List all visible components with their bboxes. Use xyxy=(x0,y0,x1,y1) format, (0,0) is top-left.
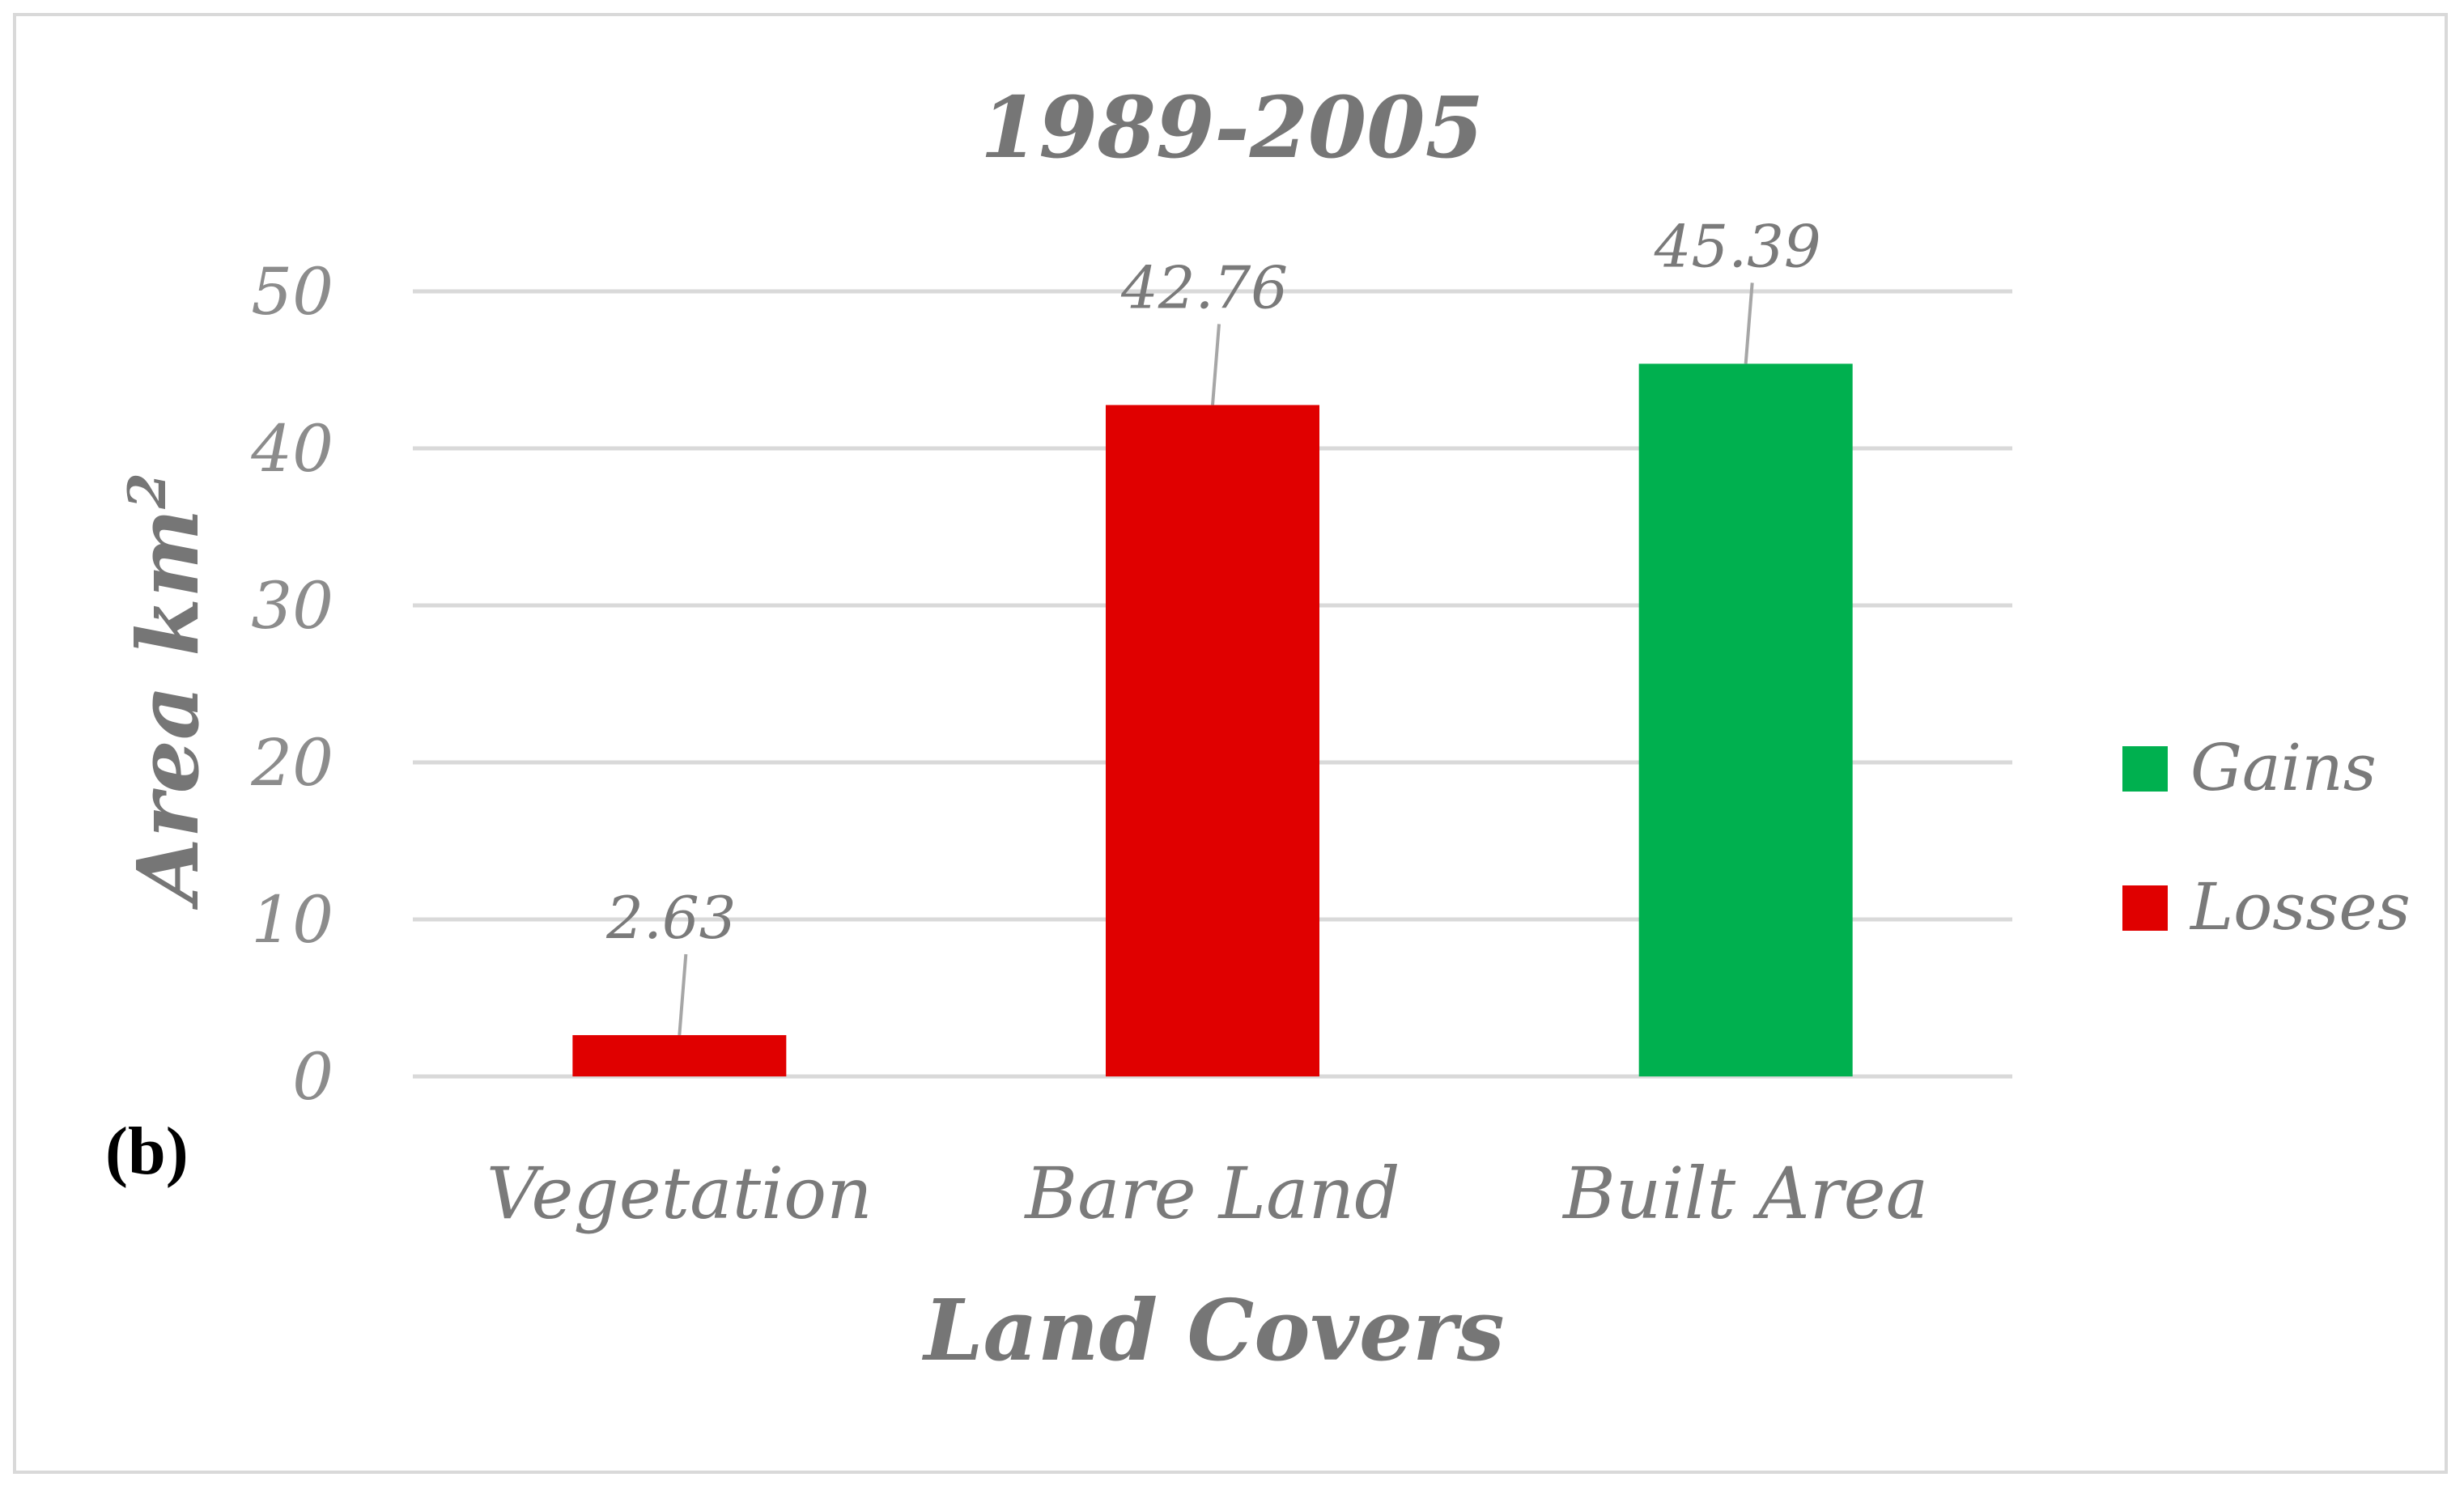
legend-swatch-gains xyxy=(2122,746,2168,792)
x-axis-ticks: Vegetation Bare Land Built Area xyxy=(486,1152,1928,1235)
value-label-leaders xyxy=(678,282,1754,1036)
y-tick-label: 20 xyxy=(250,725,333,800)
y-tick-label: 10 xyxy=(251,882,333,957)
y-axis-ticks: 0 10 20 30 40 50 xyxy=(250,254,333,1114)
value-label-leader xyxy=(678,953,688,1036)
bar-built-area xyxy=(1638,363,1853,1077)
chart-title: 1989-2005 xyxy=(980,78,1484,177)
x-tick-label: Bare Land xyxy=(1023,1152,1400,1235)
panel-label: (b) xyxy=(105,1114,189,1189)
value-label: 42.76 xyxy=(1120,253,1288,321)
y-tick-label: 0 xyxy=(292,1039,333,1114)
value-label-leader xyxy=(1211,324,1221,405)
legend-swatch-losses xyxy=(2122,885,2168,931)
x-tick-label: Vegetation xyxy=(486,1152,873,1235)
legend-label-gains: Gains xyxy=(2190,730,2377,805)
value-labels: 2.63 42.76 45.39 xyxy=(605,212,1821,952)
x-axis-label: Land Covers xyxy=(921,1280,1504,1380)
y-tick-label: 40 xyxy=(250,411,333,486)
y-axis-label-superscript: 2 xyxy=(117,473,178,510)
bars xyxy=(572,363,1853,1077)
y-tick-label: 50 xyxy=(251,254,333,329)
legend-label-losses: Losses xyxy=(2189,869,2411,945)
y-tick-label: 30 xyxy=(251,568,333,643)
y-axis-label: Area km2 xyxy=(117,473,218,911)
bar-bare-land xyxy=(1106,405,1319,1076)
value-label-leader xyxy=(1744,282,1754,364)
bar-vegetation xyxy=(572,1034,787,1076)
value-label: 2.63 xyxy=(605,884,736,952)
y-axis-label-text: Area km xyxy=(118,509,218,911)
x-tick-label: Built Area xyxy=(1561,1152,1928,1235)
legend: Gains Losses xyxy=(2122,730,2411,945)
value-label: 45.39 xyxy=(1654,212,1821,280)
